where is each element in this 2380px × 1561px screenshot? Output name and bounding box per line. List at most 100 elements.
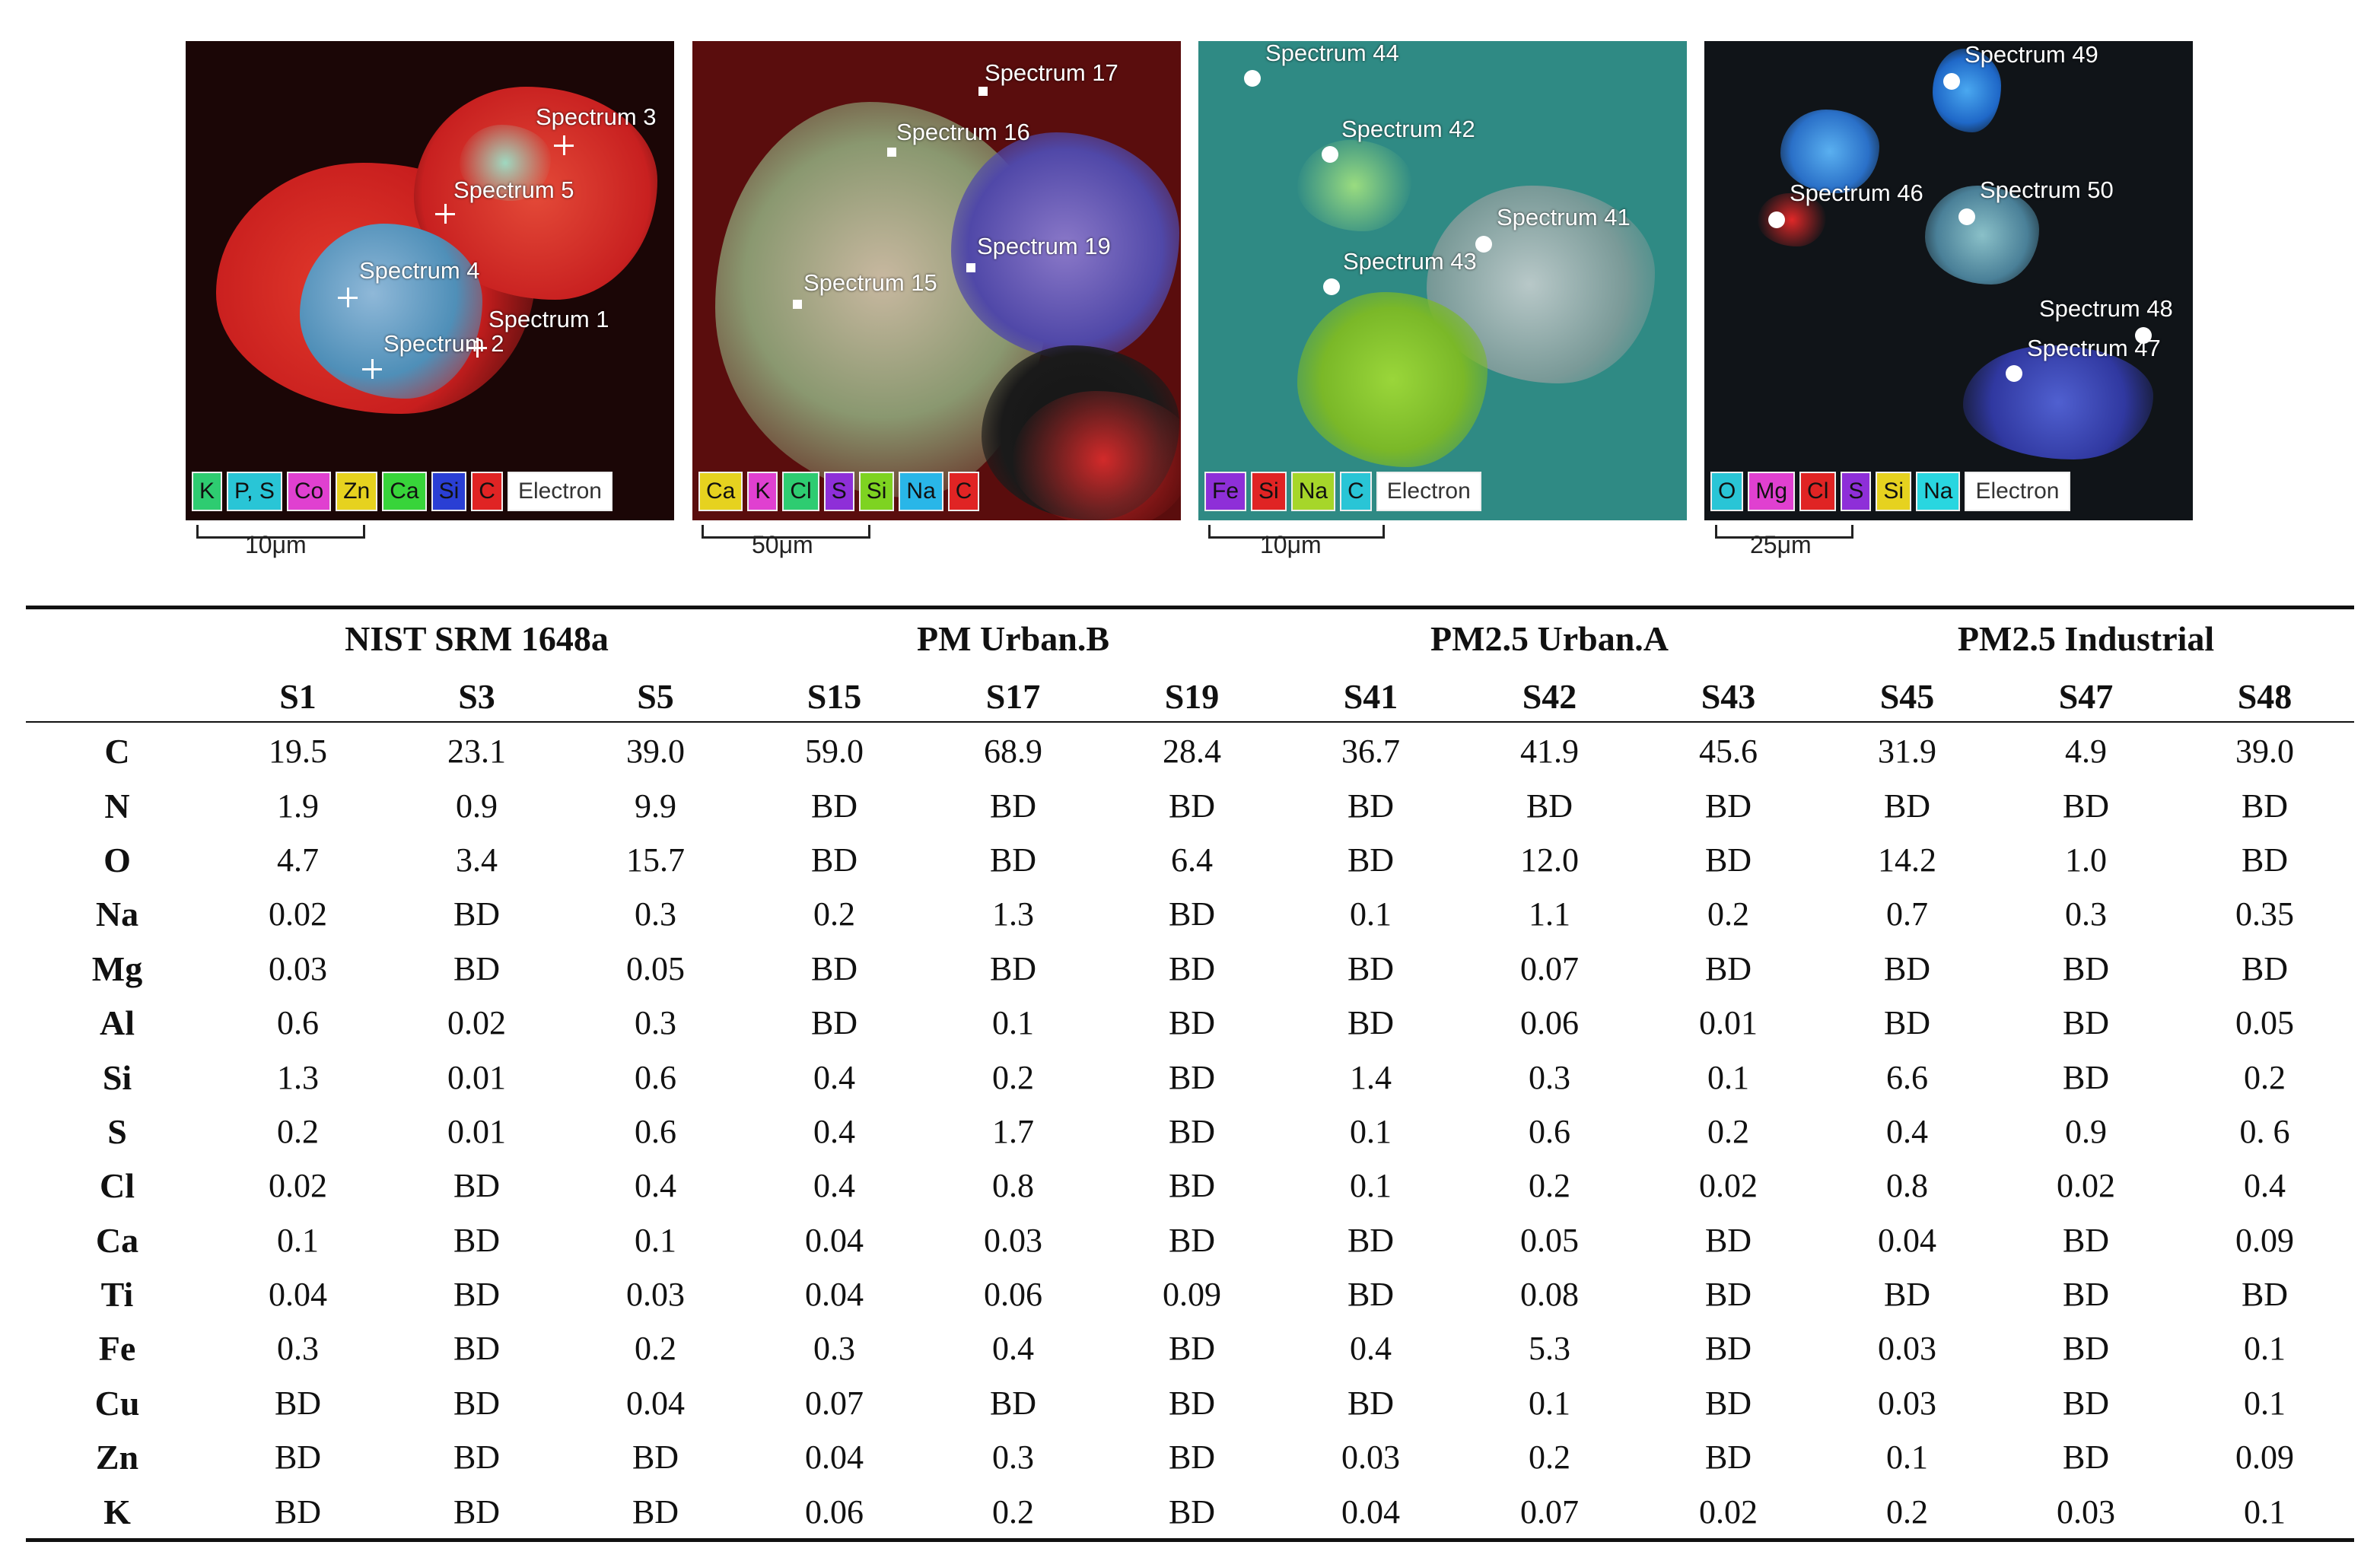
table-cell: BD [1168,949,1216,987]
table-cell: 0.4 [813,1167,855,1205]
element-label: Mg [91,949,143,988]
table-cell: 0.02 [1699,1167,1758,1205]
table-cell: 0.09 [2235,1221,2294,1259]
table-cell: 5.3 [1529,1330,1570,1368]
scale-bar [1208,525,1385,539]
table-cell: 0.3 [2065,895,2107,933]
table-cell: 0.3 [635,895,676,933]
table-row: Ti 0.04 BD 0.03 0.04 0.06 0.09 BD 0.08 BD BD BD BD [26,1267,2354,1321]
eds-map-panel-4: Spectrum 49 Spectrum 46 Spectrum 50 Spec… [1704,41,2193,520]
table-cell: 1.3 [277,1058,319,1096]
table-cell: 0.03 [984,1221,1042,1259]
table-cell: 0.07 [805,1384,864,1422]
table-cell: BD [2062,1221,2110,1259]
table-cell: 0.05 [2235,1004,2294,1042]
element-label: Ti [100,1275,134,1315]
table-bottom-rule [26,1538,2354,1542]
spectrum-marker [887,148,896,157]
table-cell: 0.2 [992,1058,1034,1096]
spectrum-label: Spectrum 2 [383,330,504,357]
table-cell: BD [453,949,501,987]
sample-header: S15 [807,676,862,716]
table-cell: BD [453,1276,501,1314]
table-cell: 6.4 [1171,841,1213,879]
table-cell: BD [274,1493,322,1531]
spectrum-label: Spectrum 50 [1980,176,2114,203]
spectrum-marker [1323,278,1340,295]
element-label: N [104,786,130,825]
legend-chip: S [823,472,854,511]
table-cell: 0.07 [1520,949,1579,987]
table-cell: BD [1168,1330,1216,1368]
table-cell: 0.1 [1350,895,1392,933]
table-cell: 0.7 [1886,895,1928,933]
group-header-row: NIST SRM 1648a PM Urban.B PM2.5 Urban.A PM2… [26,609,2354,668]
table-row: Si 1.3 0.01 0.6 0.4 0.2 BD 1.4 0.3 0.1 6.6 BD 0.2 [26,1050,2354,1104]
table-cell: 0.02 [269,1167,327,1205]
table-cell: 0.1 [2244,1330,2286,1368]
table-cell: 28.4 [1163,733,1221,771]
table-cell: 0.2 [1707,895,1749,933]
table-cell: 0.1 [1350,1112,1392,1150]
table-cell: 59.0 [805,733,864,771]
table-cell: BD [1347,949,1395,987]
scale-bar [1715,525,1853,539]
legend-chip: C [947,472,980,511]
legend-chip: Si [858,472,895,511]
spectrum-label: Spectrum 48 [2039,295,2173,322]
element-label: S [107,1111,127,1151]
table-cell: BD [989,841,1037,879]
table-cell: BD [1883,949,1931,987]
table-cell: BD [1168,895,1216,933]
table-cell: 45.6 [1699,733,1758,771]
elemental-composition-table: NIST SRM 1648a PM Urban.B PM2.5 Urban.A PM2… [26,609,2354,1539]
table-cell: 0.1 [277,1221,319,1259]
table-cell: BD [274,1384,322,1422]
table-cell: 0.03 [269,949,327,987]
table-cell: 19.5 [269,733,327,771]
table-cell: BD [2241,949,2289,987]
table-cell: 0.9 [456,787,498,825]
table-cell: BD [1347,1276,1395,1314]
legend-chip: Si [1876,472,1912,511]
table-row: Fe 0.3 BD 0.2 0.3 0.4 BD 0.4 5.3 BD 0.03 BD 0.1 [26,1321,2354,1375]
table-row: N 1.9 0.9 9.9 BD BD BD BD BD BD BD BD BD [26,778,2354,832]
group-header: PM Urban.B [917,618,1109,658]
table-header-rule [26,721,2354,723]
table-row: C 19.5 23.1 39.0 59.0 68.9 28.4 36.7 41.9 45.6 31.… [26,724,2354,778]
spectrum-label: Spectrum 1 [488,306,609,332]
table-cell: 12.0 [1520,841,1579,879]
table-cell: BD [2062,1058,2110,1096]
legend-chip: Mg [1748,472,1796,511]
element-label: C [104,732,130,771]
table-cell: 68.9 [984,733,1042,771]
table-cell: 0.2 [992,1493,1034,1531]
table-cell: BD [1168,1004,1216,1042]
table-cell: 0.9 [2065,1112,2107,1150]
table-cell: 0.4 [813,1058,855,1096]
table-cell: 41.9 [1520,733,1579,771]
table-cell: 4.7 [277,841,319,879]
table-cell: 0.8 [1886,1167,1928,1205]
spectrum-marker [435,204,455,224]
table-cell: BD [1347,1384,1395,1422]
element-label: Cl [100,1166,135,1206]
sample-header: S19 [1164,676,1220,716]
sample-header: S1 [279,676,317,716]
sample-header: S5 [637,676,674,716]
table-cell: 0.2 [1886,1493,1928,1531]
table-cell: 0.03 [626,1276,685,1314]
table-cell: 0.03 [2057,1493,2115,1531]
legend-chip: Si [431,472,467,511]
table-cell: BD [810,841,858,879]
legend-chip: S [1841,472,1872,511]
table-cell: BD [2241,1276,2289,1314]
eds-map-panel-1: Spectrum 3 Spectrum 5 Spectrum 4 Spectru… [186,41,674,520]
legend-chip: Si [1251,472,1287,511]
table-cell: BD [453,1330,501,1368]
table-cell: 23.1 [447,733,506,771]
table-cell: 0. 6 [2239,1112,2290,1150]
table-cell: 0.08 [1520,1276,1579,1314]
table-cell: 4.9 [2065,733,2107,771]
sample-header: S47 [2058,676,2114,716]
